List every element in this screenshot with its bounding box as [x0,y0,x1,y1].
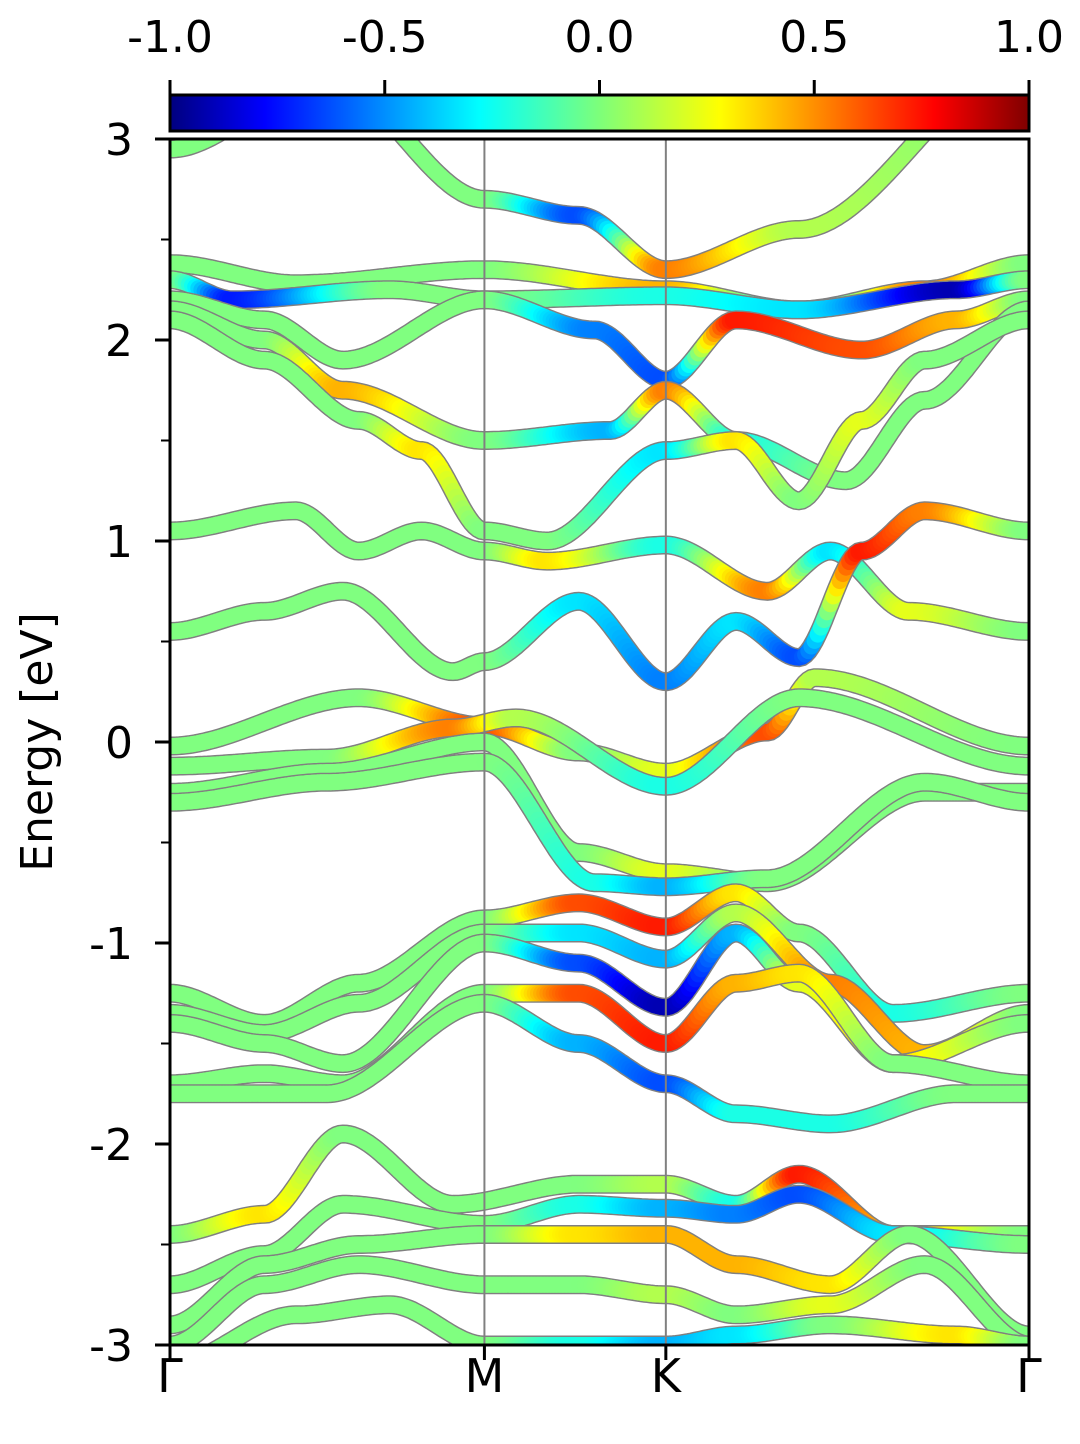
band-segment [286,89,289,91]
band-segment [978,78,981,80]
band-segment [305,82,308,83]
band-segment [359,91,362,93]
band-segment [343,82,346,83]
colorbar-tick-label: 0.5 [779,12,849,63]
band-segment [966,88,969,91]
band-segment [988,71,991,73]
band-8 [170,511,1029,682]
band-segment [969,85,972,88]
band-segment [293,86,296,87]
band-lines [170,59,1029,1366]
band-14 [170,913,1029,1054]
colorbar: -1.0 -0.5 0.0 0.5 1.0 [127,12,1064,131]
band-segment [922,132,925,135]
band-segment [214,134,217,136]
band-segment [308,81,311,82]
colorbar-tick-label: 0.0 [565,12,635,63]
colorbar-tick-label: 1.0 [994,12,1064,63]
band-segment [349,85,352,87]
band-segment [984,73,987,75]
colorbar-gradient [170,95,1029,131]
band-segment [337,80,340,81]
band-segment [356,89,359,91]
band-segment [296,85,299,86]
band-segment [315,79,318,80]
band-segment [299,84,302,85]
band-12 [170,762,1029,887]
band-segment [994,68,997,70]
band-segment [283,91,286,93]
band-18 [170,1134,1029,1235]
band-segment [346,84,349,86]
band-segment [302,83,305,84]
band-segment [352,87,355,89]
band-segment [972,83,975,86]
band-segment [981,75,984,77]
band-segment [975,80,978,83]
band-segment [1000,65,1003,66]
band-segment [991,69,994,71]
band-segment [340,81,343,82]
colorbar-tick-label: -0.5 [342,12,428,63]
band-segment [330,79,333,80]
band-segment [334,79,337,80]
colorbar-ticks: -1.0 -0.5 0.0 0.5 1.0 [127,12,1064,95]
band-segment [962,91,965,94]
band-segment [997,66,1000,68]
band-segment [290,87,293,89]
band-segment [1003,63,1006,64]
band-segment [312,80,315,81]
colorbar-tick-label: -1.0 [127,12,213,63]
band-segment [211,136,214,138]
